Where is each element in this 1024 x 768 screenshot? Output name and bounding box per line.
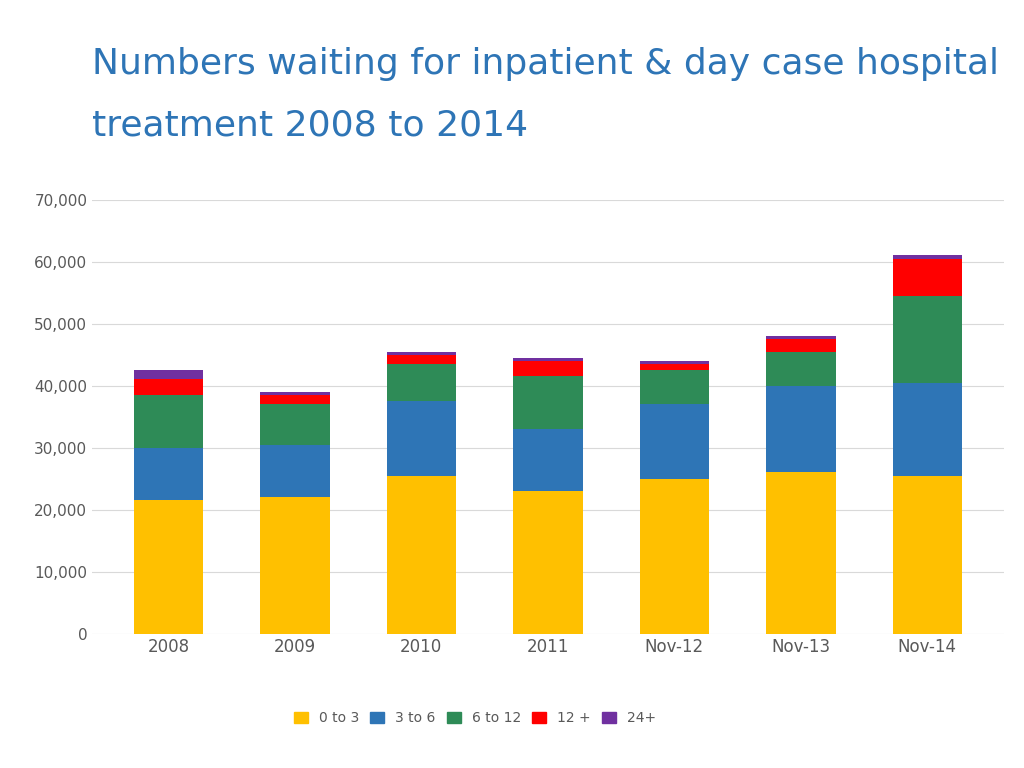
Bar	[766, 386, 836, 472]
Bar	[133, 448, 203, 500]
Bar	[640, 370, 709, 404]
Bar	[133, 500, 203, 634]
Bar	[260, 395, 330, 404]
Bar	[387, 352, 456, 355]
Bar	[640, 404, 709, 478]
Bar	[766, 352, 836, 386]
Bar	[766, 339, 836, 352]
Bar	[513, 358, 583, 361]
Text: The University of Dublin: The University of Dublin	[136, 736, 326, 750]
Text: Trinity College Dublin,: Trinity College Dublin,	[29, 736, 218, 750]
Bar	[260, 497, 330, 634]
Bar	[513, 491, 583, 634]
Bar	[260, 445, 330, 497]
Bar	[893, 475, 963, 634]
Bar	[513, 376, 583, 429]
Bar	[640, 478, 709, 634]
Bar	[133, 370, 203, 379]
Bar	[260, 404, 330, 445]
Bar	[893, 256, 963, 259]
Legend: 0 to 3, 3 to 6, 6 to 12, 12 +, 24+: 0 to 3, 3 to 6, 6 to 12, 12 +, 24+	[289, 706, 662, 730]
Bar	[766, 472, 836, 634]
Bar	[893, 259, 963, 296]
Bar	[513, 361, 583, 376]
Text: Numbers waiting for inpatient & day case hospital: Numbers waiting for inpatient & day case…	[92, 47, 999, 81]
Bar	[640, 361, 709, 364]
Bar	[260, 392, 330, 395]
Bar	[893, 382, 963, 475]
Bar	[133, 395, 203, 448]
Bar	[893, 296, 963, 382]
Bar	[387, 355, 456, 364]
Bar	[133, 379, 203, 395]
Bar	[766, 336, 836, 339]
Bar	[387, 475, 456, 634]
Bar	[387, 401, 456, 475]
Bar	[640, 364, 709, 370]
Bar	[387, 364, 456, 401]
Text: treatment 2008 to 2014: treatment 2008 to 2014	[92, 108, 528, 142]
Bar	[513, 429, 583, 491]
